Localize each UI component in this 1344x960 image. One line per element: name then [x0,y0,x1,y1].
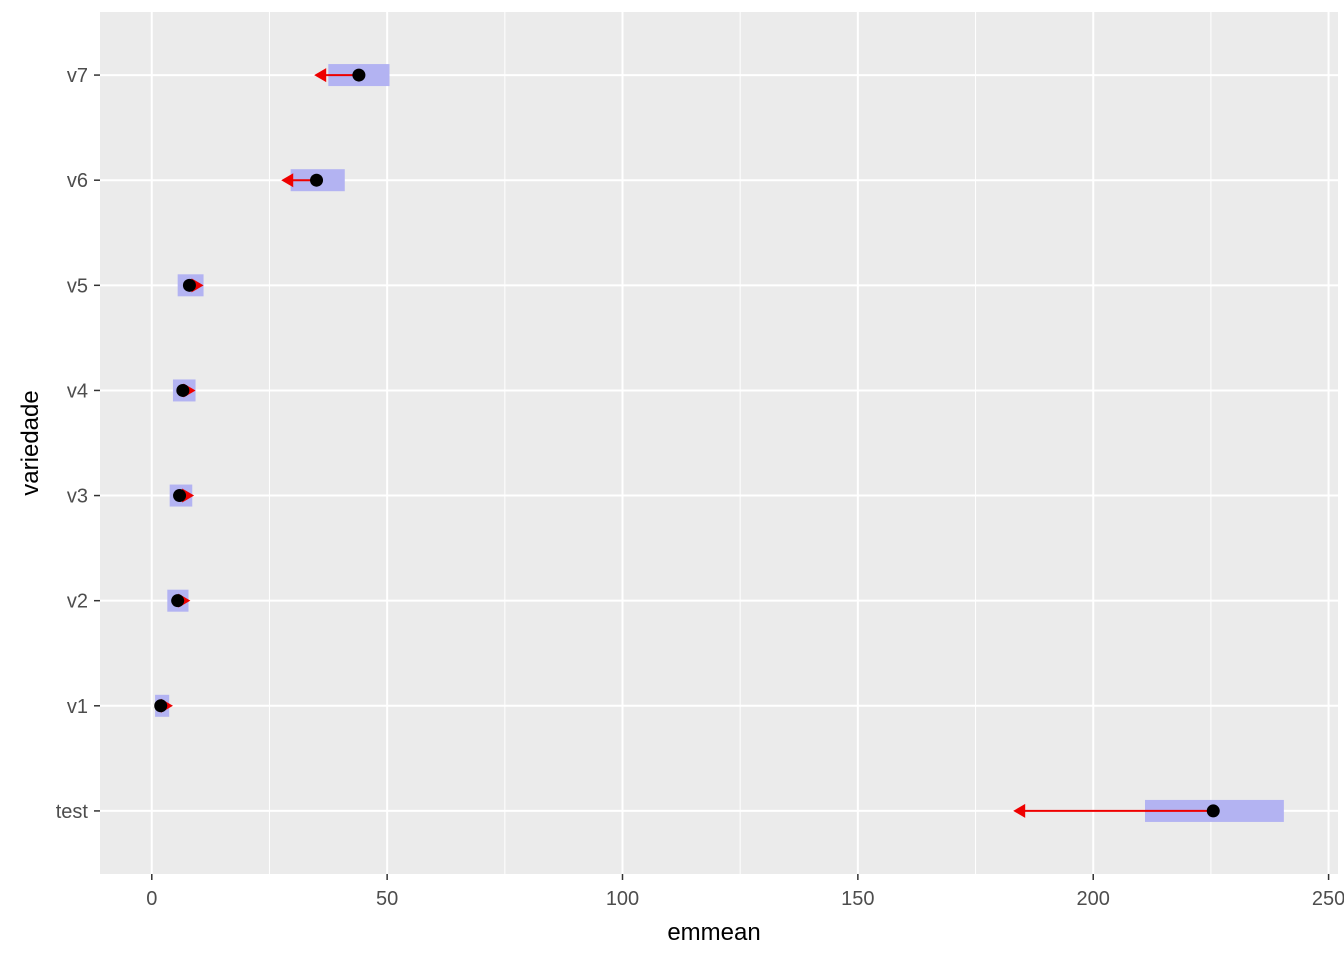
point-estimate [154,699,168,713]
x-tick-label: 0 [146,888,157,910]
x-tick-label: 100 [606,888,639,910]
point-estimate [171,594,185,608]
point-estimate [352,68,366,82]
comparison-arrow-head [281,173,294,188]
major-gridlines [100,12,1338,874]
x-tick-label: 50 [376,888,398,910]
x-tick-label: 200 [1077,888,1110,910]
plot-panel [100,12,1338,874]
axes: 0 50 100 150 200 250 test v1 v2 v3 v4 v5 v6 v7 [56,65,1344,910]
comparison-arrow-head [314,68,327,83]
x-tick-label: 250 [1312,888,1344,910]
y-tick-label: test [56,801,89,823]
y-axis-title: variedade [17,390,44,495]
x-tick-label: 150 [841,888,874,910]
y-tick-label: v6 [67,170,88,192]
y-tick-label: v5 [67,275,88,297]
y-tick-label: v7 [67,65,88,87]
x-axis-title: emmean [667,919,760,946]
point-estimate [310,173,324,187]
point-estimate [173,489,187,503]
y-tick-label: v4 [67,380,88,402]
data-marks [154,64,1284,822]
point-estimate [176,383,190,397]
comparison-arrow-head [1013,803,1026,818]
y-tick-label: v2 [67,591,88,613]
point-estimate [182,278,196,292]
point-estimate [1206,804,1220,818]
minor-gridlines [268,12,1212,874]
y-tick-label: v3 [67,486,88,508]
comparison-arrow-head [182,488,195,503]
y-tick-label: v1 [67,696,88,718]
